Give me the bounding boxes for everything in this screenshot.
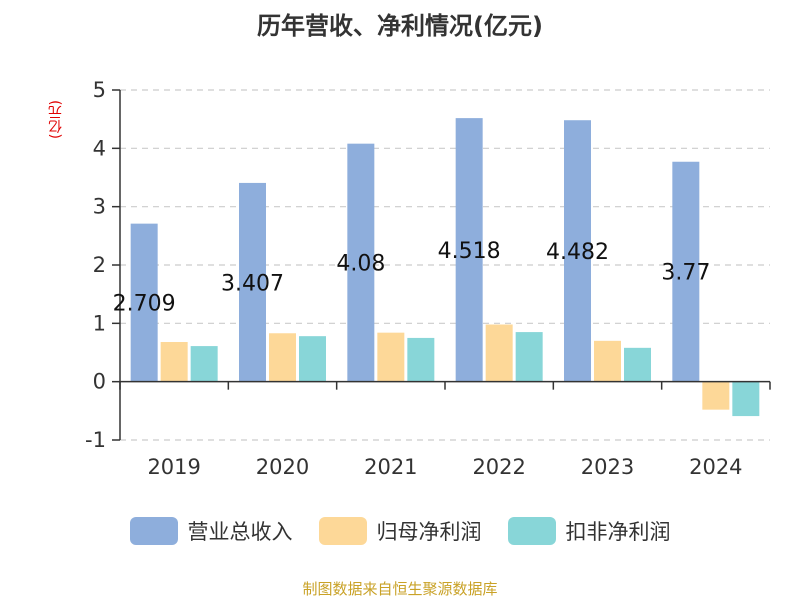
legend-label-revenue: 营业总收入	[187, 520, 293, 544]
y-tick-label: 5	[93, 78, 106, 102]
data-label: 4.518	[438, 239, 501, 264]
data-label: 4.482	[546, 240, 609, 265]
legend-item-revenue[interactable]: 营业总收入	[129, 516, 293, 546]
y-tick-label: 0	[93, 370, 106, 394]
x-tick-label: 2024	[689, 455, 742, 479]
y-tick-label: 2	[93, 253, 106, 277]
legend-label-net-profit: 归母净利润	[376, 520, 482, 544]
bar-0-2022	[455, 118, 483, 382]
y-tick-label: 3	[93, 195, 106, 219]
y-tick-label: -1	[85, 428, 106, 452]
bar-1-2021	[377, 332, 405, 382]
bar-1-2020	[269, 333, 296, 382]
x-tick-label: 2023	[581, 455, 634, 479]
chart-title: 历年营收、净利情况(亿元)	[257, 12, 543, 40]
bar-1-2023	[594, 340, 621, 382]
bar-1-2019	[160, 342, 188, 382]
bar-0-2020	[239, 182, 266, 382]
bar-0-2024	[672, 161, 700, 382]
bar-2-2021	[407, 337, 435, 382]
bar-2-2022	[515, 332, 543, 382]
data-label: 4.08	[336, 252, 385, 277]
x-tick-label: 2020	[256, 455, 309, 479]
legend: 营业总收入 归母净利润 扣非净利润	[0, 516, 800, 546]
x-tick-label: 2022	[472, 455, 525, 479]
bar-1-2024	[702, 381, 730, 410]
data-label: 2.709	[113, 292, 176, 317]
legend-item-deducted-net-profit[interactable]: 扣非净利润	[507, 516, 671, 546]
legend-label-deducted-net-profit: 扣非净利润	[565, 520, 671, 544]
bar-1-2022	[485, 324, 513, 382]
bar-2-2020	[299, 336, 326, 382]
x-tick-label: 2021	[364, 455, 417, 479]
legend-swatch-deducted-net-profit	[507, 517, 556, 545]
data-label: 3.407	[221, 271, 284, 296]
bar-2-2023	[624, 347, 651, 382]
bar-0-2019	[130, 223, 158, 382]
bar-2-2024	[732, 381, 760, 417]
y-tick-label: 4	[93, 136, 106, 160]
legend-item-net-profit[interactable]: 归母净利润	[318, 516, 482, 546]
x-tick-label: 2019	[147, 455, 200, 479]
bar-2-2019	[190, 346, 218, 382]
y-tick-label: 1	[93, 311, 106, 335]
legend-swatch-net-profit	[318, 517, 367, 545]
bar-0-2021	[347, 143, 375, 382]
data-label: 3.77	[661, 261, 710, 286]
bar-0-2023	[564, 120, 591, 382]
source-note: 制图数据来自恒生聚源数据库	[302, 580, 498, 598]
legend-swatch-revenue	[129, 517, 178, 545]
